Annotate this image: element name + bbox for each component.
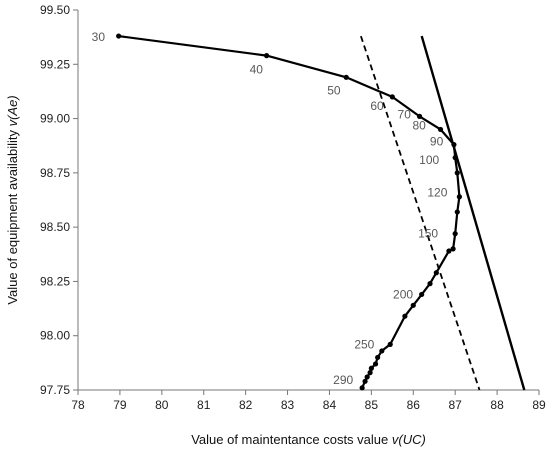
y-tick-label: 98.50 (40, 220, 70, 234)
data-point (263, 53, 270, 59)
data-point (368, 365, 374, 371)
y-tick-label: 99.50 (40, 3, 70, 17)
x-tick-label: 84 (323, 398, 337, 412)
data-point (367, 370, 373, 376)
y-tick-label: 98.25 (40, 274, 70, 288)
point-label: 200 (393, 287, 413, 301)
y-tick-label: 99.25 (40, 57, 70, 71)
x-tick-label: 85 (365, 398, 379, 412)
axes: 78 79 80 81 82 83 84 85 86 87 88 89 97.75 98.00 98.25 9… (40, 3, 546, 412)
data-point (416, 113, 423, 119)
point-label: 80 (413, 118, 427, 132)
data-point (362, 378, 368, 384)
x-tick-label: 87 (449, 398, 463, 412)
point-label: 30 (92, 30, 106, 44)
data-point (343, 74, 349, 80)
data-point (454, 170, 460, 176)
data-point (452, 231, 458, 237)
x-tick-label: 83 (281, 398, 295, 412)
point-label: 150 (418, 227, 438, 241)
point-label: 120 (427, 186, 447, 200)
series-line-1 (118, 35, 461, 389)
data-point (433, 270, 439, 276)
y-axis-title: Value of equipment availability v(Ae) (5, 95, 20, 304)
series-line-3 (420, 35, 526, 391)
data-point (402, 313, 408, 319)
data-point (389, 94, 395, 100)
data-point (364, 374, 370, 380)
x-tick-label: 80 (155, 398, 169, 412)
data-point (375, 354, 381, 361)
data-point (379, 348, 385, 354)
data-point (387, 341, 393, 347)
point-label: 100 (419, 153, 439, 167)
series-layer (116, 33, 526, 391)
point-label: 70 (398, 107, 412, 121)
point-label: 60 (370, 99, 384, 113)
y-tick-label: 98.00 (40, 329, 70, 343)
data-point (427, 281, 433, 287)
data-point (456, 194, 462, 200)
data-point (454, 209, 460, 215)
data-point (359, 385, 365, 391)
point-label: 40 (250, 63, 264, 77)
data-point (419, 291, 425, 298)
y-tick-label: 99.00 (40, 112, 70, 126)
data-point (437, 126, 444, 133)
point-label: 250 (354, 337, 374, 351)
series-line-2 (360, 35, 481, 391)
point-label: 290 (333, 373, 353, 387)
point-label: 50 (327, 83, 341, 97)
data-point (116, 33, 122, 39)
y-tick-label: 98.75 (40, 166, 70, 180)
x-tick-label: 78 (71, 398, 85, 412)
x-tick-label: 86 (407, 398, 421, 412)
y-tick-label: 97.75 (40, 383, 70, 397)
data-point (410, 302, 416, 308)
x-tick-label: 89 (532, 398, 546, 412)
point-label: 90 (430, 135, 444, 149)
data-point (450, 246, 456, 252)
x-tick-label: 81 (197, 398, 211, 412)
x-tick-label: 88 (490, 398, 504, 412)
x-tick-label: 79 (113, 398, 127, 412)
data-point (446, 248, 452, 254)
x-tick-label: 82 (239, 398, 253, 412)
x-axis-title: Value of maintentance costs value v(UC) (191, 432, 426, 447)
data-point (372, 361, 379, 367)
